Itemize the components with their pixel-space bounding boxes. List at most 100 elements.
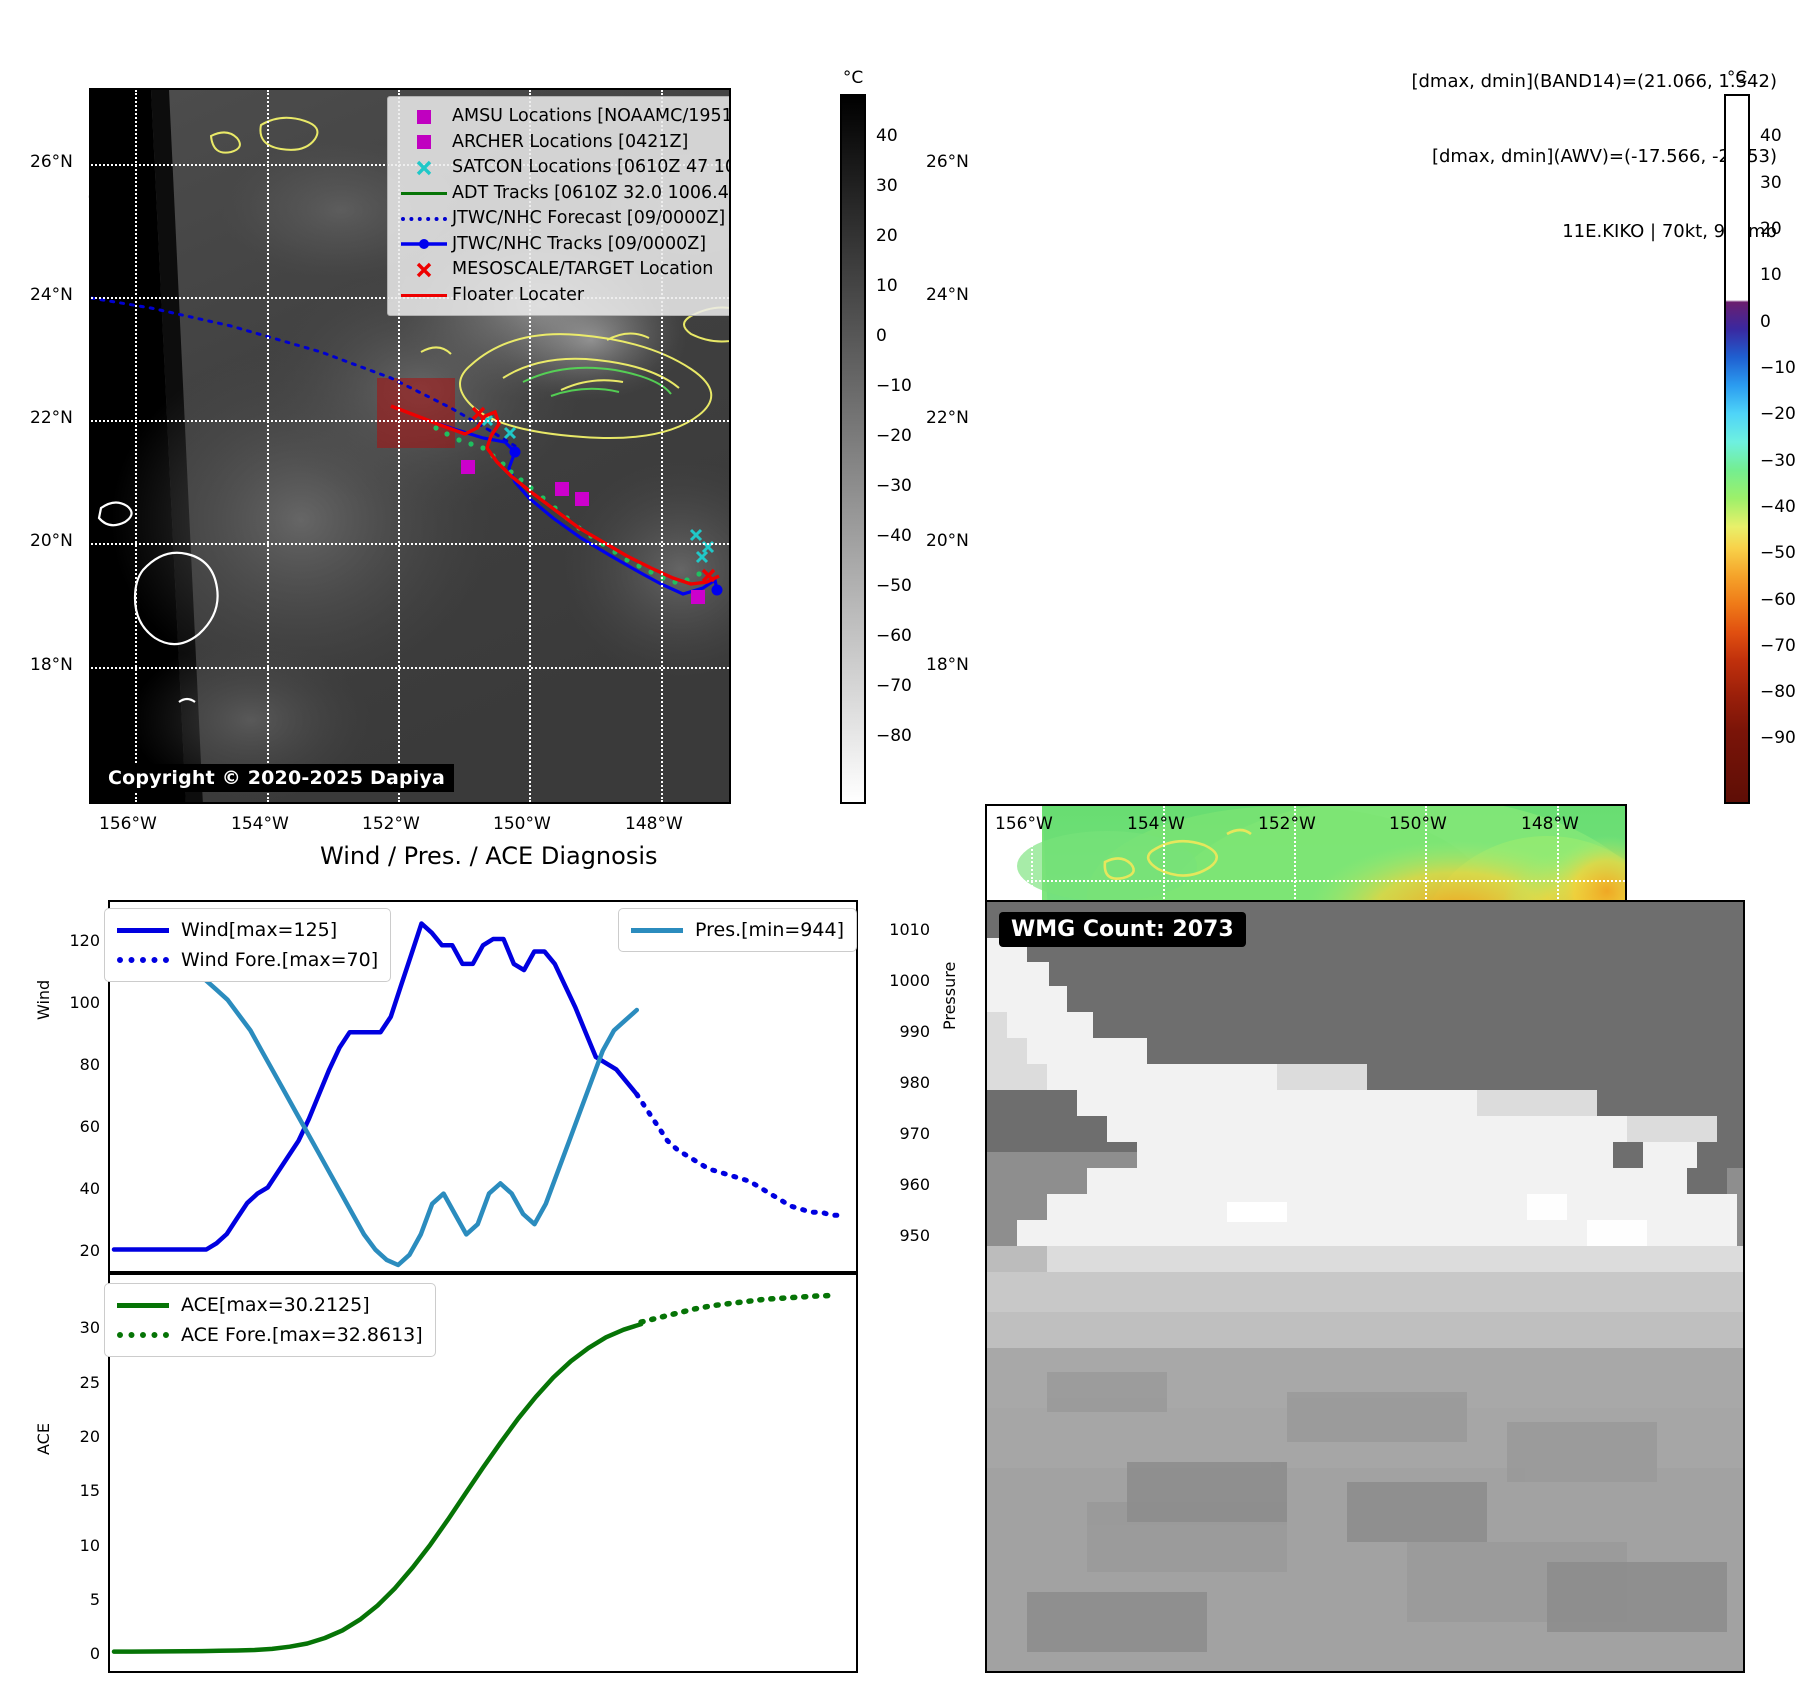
legend-label: ADT Tracks [0610Z 32.0 1006.4] xyxy=(452,182,731,203)
legend-label: JTWC/NHC Forecast [09/0000Z] xyxy=(452,208,726,228)
dotted-line-icon xyxy=(117,957,181,963)
wind-legend[interactable]: Wind[max=125] Wind Fore.[max=70] xyxy=(104,908,392,982)
lon-tick-150W-right: 150°W xyxy=(1389,814,1447,834)
lon-tick-156W: 156°W xyxy=(99,814,157,834)
map-legend[interactable]: AMSU Locations [NOAAMC/1951Z 53 995] ARC… xyxy=(387,96,731,316)
storm-summary: 11E.KIKO | 70kt, 994mb xyxy=(1562,221,1777,242)
left-cb-tick: 40 xyxy=(876,126,898,146)
left-cb-tick: −50 xyxy=(876,576,912,596)
legend-item-mesoscale-target[interactable]: MESOSCALE/TARGET Location xyxy=(396,257,729,283)
left-cb-tick: 0 xyxy=(876,326,887,346)
lat-tick-22N-right: 22°N xyxy=(926,408,969,428)
right-cb-tick: −20 xyxy=(1760,404,1796,424)
goes-band14-map[interactable]: AMSU Locations [NOAAMC/1951Z 53 995] ARC… xyxy=(89,88,731,804)
axis-tick: 960 xyxy=(899,1175,930,1195)
solid-line-icon xyxy=(631,927,695,933)
right-cb-tick: −90 xyxy=(1760,728,1796,748)
map-gridline xyxy=(661,90,663,802)
left-cb-tick: 30 xyxy=(876,176,898,196)
right-cb-tick: 30 xyxy=(1760,173,1782,193)
legend-item-ace[interactable]: ACE[max=30.2125] xyxy=(117,1290,423,1320)
map-gridline xyxy=(91,667,729,669)
axis-tick: 10 xyxy=(79,1535,100,1555)
lat-tick-18N-right: 18°N xyxy=(926,655,969,675)
legend-item-satcon[interactable]: SATCON Locations [0610Z 47 1002] xyxy=(396,155,729,181)
axis-tick: 20 xyxy=(79,1427,100,1446)
right-cb-tick: −10 xyxy=(1760,358,1796,378)
right-cb-tick: 40 xyxy=(1760,126,1782,146)
legend-label: ACE[max=30.2125] xyxy=(181,1294,370,1316)
legend-item-archer[interactable]: ARCHER Locations [0421Z] xyxy=(396,130,729,156)
axis-tick: 20 xyxy=(79,1241,100,1261)
left-cb-tick: −10 xyxy=(876,376,912,396)
axis-tick: 25 xyxy=(79,1372,100,1392)
dotted-line-icon xyxy=(396,216,452,221)
legend-item-jtwc-forecast[interactable]: JTWC/NHC Forecast [09/0000Z] xyxy=(396,206,729,232)
right-cb-tick: −30 xyxy=(1760,451,1796,471)
axis-tick: 0 xyxy=(89,1644,100,1664)
legend-label: JTWC/NHC Tracks [09/0000Z] xyxy=(452,233,707,254)
legend-item-adt-tracks[interactable]: ADT Tracks [0610Z 32.0 1006.4] xyxy=(396,181,731,207)
axis-tick: 100 xyxy=(69,993,100,1013)
axis-tick: 970 xyxy=(899,1124,930,1144)
left-cb-tick: −80 xyxy=(876,726,912,746)
legend-label: ARCHER Locations [0421Z] xyxy=(452,131,689,152)
axis-tick: 1010 xyxy=(889,920,930,940)
solid-line-icon xyxy=(396,293,452,297)
ace-legend[interactable]: ACE[max=30.2125] ACE Fore.[max=32.8613] xyxy=(104,1283,436,1357)
legend-label: AMSU Locations [NOAAMC/1951Z 53 995] xyxy=(452,106,731,126)
legend-item-floater-locater[interactable]: Floater Locater xyxy=(396,283,729,309)
legend-item-pressure[interactable]: Pres.[min=944] xyxy=(631,915,844,945)
stat-awv: [dmax, dmin](AWV)=(-17.566, -22.53) xyxy=(1431,146,1777,167)
mesoscale-target-box xyxy=(377,378,455,448)
map-gridline xyxy=(91,543,729,545)
axis-tick: 950 xyxy=(899,1226,930,1246)
lon-tick-148W-right: 148°W xyxy=(1521,814,1579,834)
legend-item-ace-forecast[interactable]: ACE Fore.[max=32.8613] xyxy=(117,1320,423,1350)
pressure-legend[interactable]: Pres.[min=944] xyxy=(618,908,857,952)
right-colorbar xyxy=(1724,94,1750,804)
lat-tick-18N: 18°N xyxy=(30,655,73,675)
map-gridline xyxy=(267,90,269,802)
wmg-count-badge: WMG Count: 2073 xyxy=(999,912,1246,947)
legend-label: Floater Locater xyxy=(452,284,585,305)
right-cb-tick: 0 xyxy=(1760,312,1771,332)
ace-plot xyxy=(111,1292,838,1654)
legend-label: SATCON Locations [0610Z 47 1002] xyxy=(452,157,729,177)
legend-item-wind-forecast[interactable]: Wind Fore.[max=70] xyxy=(117,945,378,975)
map-gridline xyxy=(987,880,1625,882)
axis-tick: 30 xyxy=(79,1318,100,1338)
axis-tick: 15 xyxy=(79,1481,100,1501)
axis-tick: 120 xyxy=(69,931,100,951)
x-marker-icon xyxy=(396,159,452,177)
lon-tick-154W: 154°W xyxy=(231,814,289,834)
left-cb-tick: −70 xyxy=(876,676,912,696)
left-cb-tick: 10 xyxy=(876,276,898,296)
legend-item-amsu[interactable]: AMSU Locations [NOAAMC/1951Z 53 995] xyxy=(396,104,731,130)
right-cb-tick: −60 xyxy=(1760,590,1796,610)
square-marker-icon xyxy=(396,109,452,124)
wmg-imagery xyxy=(987,902,1743,1671)
lon-tick-150W: 150°W xyxy=(493,814,551,834)
legend-item-jtwc-tracks[interactable]: JTWC/NHC Tracks [09/0000Z] xyxy=(396,232,729,258)
line-with-dot-icon xyxy=(396,237,452,251)
lon-tick-154W-right: 154°W xyxy=(1127,814,1185,834)
lon-tick-152W-right: 152°W xyxy=(1258,814,1316,834)
axis-tick: 980 xyxy=(899,1073,930,1093)
lon-tick-148W: 148°W xyxy=(625,814,683,834)
solid-line-icon xyxy=(117,1302,181,1308)
legend-label: ACE Fore.[max=32.8613] xyxy=(181,1324,423,1346)
wmg-panel[interactable]: WMG Count: 2073 xyxy=(985,900,1745,1673)
legend-label: Wind[max=125] xyxy=(181,919,338,941)
right-cb-tick: −50 xyxy=(1760,543,1796,563)
map-gridline xyxy=(91,420,729,422)
right-colorbar-title: °C xyxy=(1726,68,1748,88)
lat-tick-20N-right: 20°N xyxy=(926,531,969,551)
right-cb-tick: 10 xyxy=(1760,265,1782,285)
lat-tick-26N: 26°N xyxy=(30,152,73,172)
legend-label: Wind Fore.[max=70] xyxy=(181,949,379,971)
stats-header: [dmax, dmin](BAND14)=(21.066, 1.342) [dm… xyxy=(1217,19,1777,269)
solid-line-icon xyxy=(396,191,452,195)
right-cb-tick: −40 xyxy=(1760,497,1796,517)
legend-item-wind[interactable]: Wind[max=125] xyxy=(117,915,378,945)
